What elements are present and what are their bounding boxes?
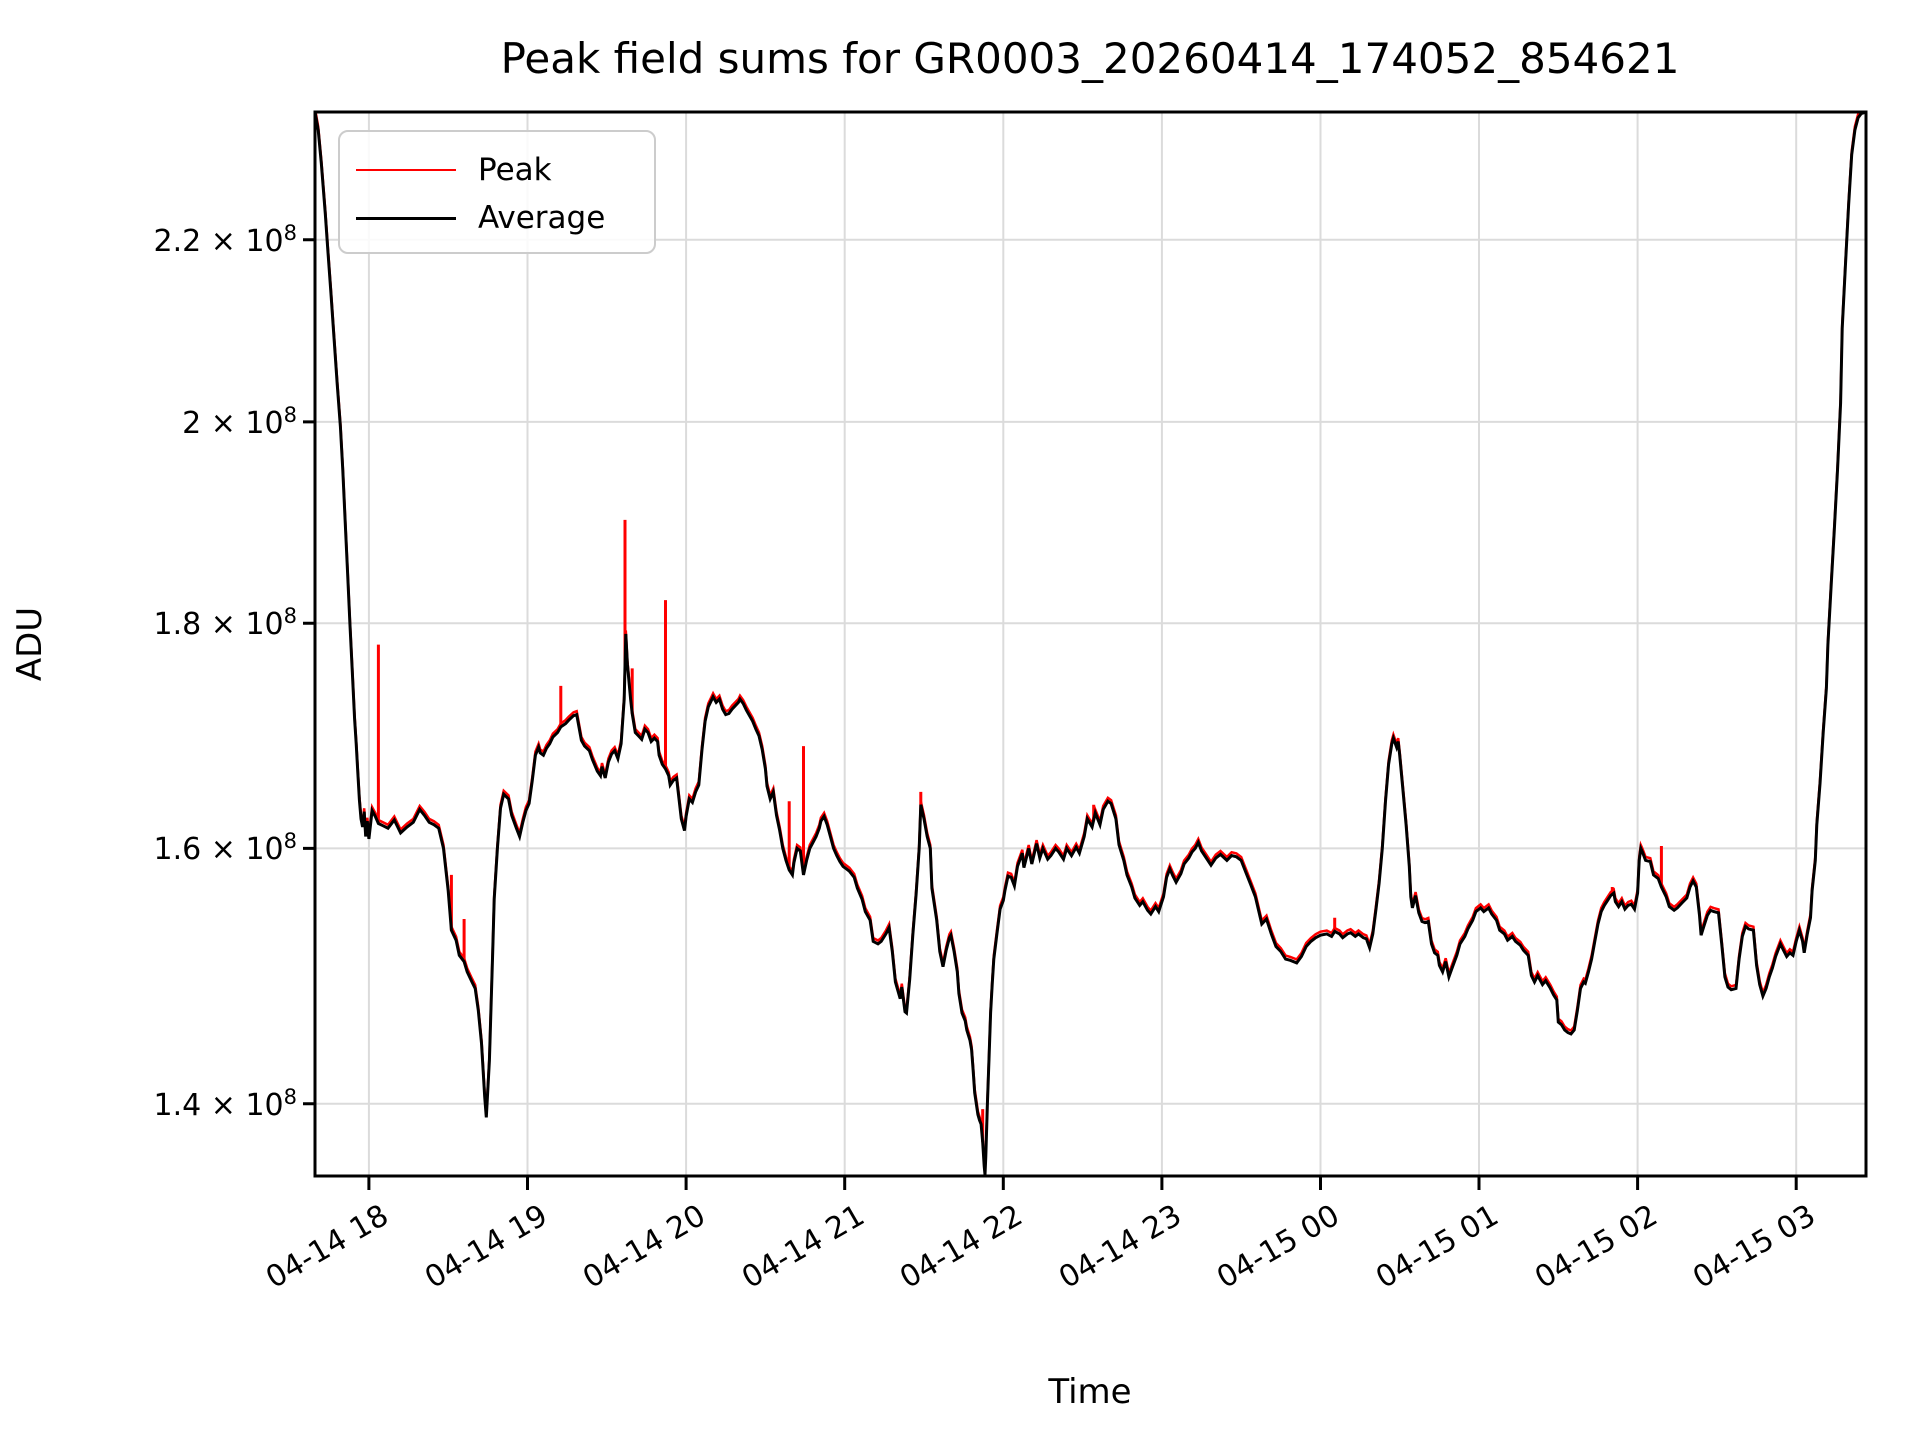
legend-label-average: Average [478,199,606,236]
legend-label-peak: Peak [478,151,552,188]
x-axis-label: Time [1048,1372,1132,1412]
y-tick-label: 1.8 × 108 [153,604,297,643]
tick-marks [303,238,1798,1190]
peak-spikes [376,519,1663,1143]
average-line-swatch [356,216,456,220]
y-axis-label: ADU [10,606,50,682]
peak-line [315,112,1862,1172]
chart-title: Peak field sums for GR0003_20260414_1740… [500,34,1680,83]
grid-lines [315,112,1866,1176]
legend: Peak Average [338,130,656,254]
legend-entry-peak: Peak [356,146,654,194]
y-tick-label: 2.2 × 108 [153,220,297,259]
legend-entry-average: Average [356,194,654,242]
axes-spines [313,110,1868,1178]
average-line [315,112,1866,1175]
peak-line-swatch [356,169,456,171]
y-tick-label: 1.4 × 108 [153,1084,297,1123]
y-tick-label: 2 × 108 [182,402,297,441]
y-tick-label: 1.6 × 108 [153,829,297,868]
